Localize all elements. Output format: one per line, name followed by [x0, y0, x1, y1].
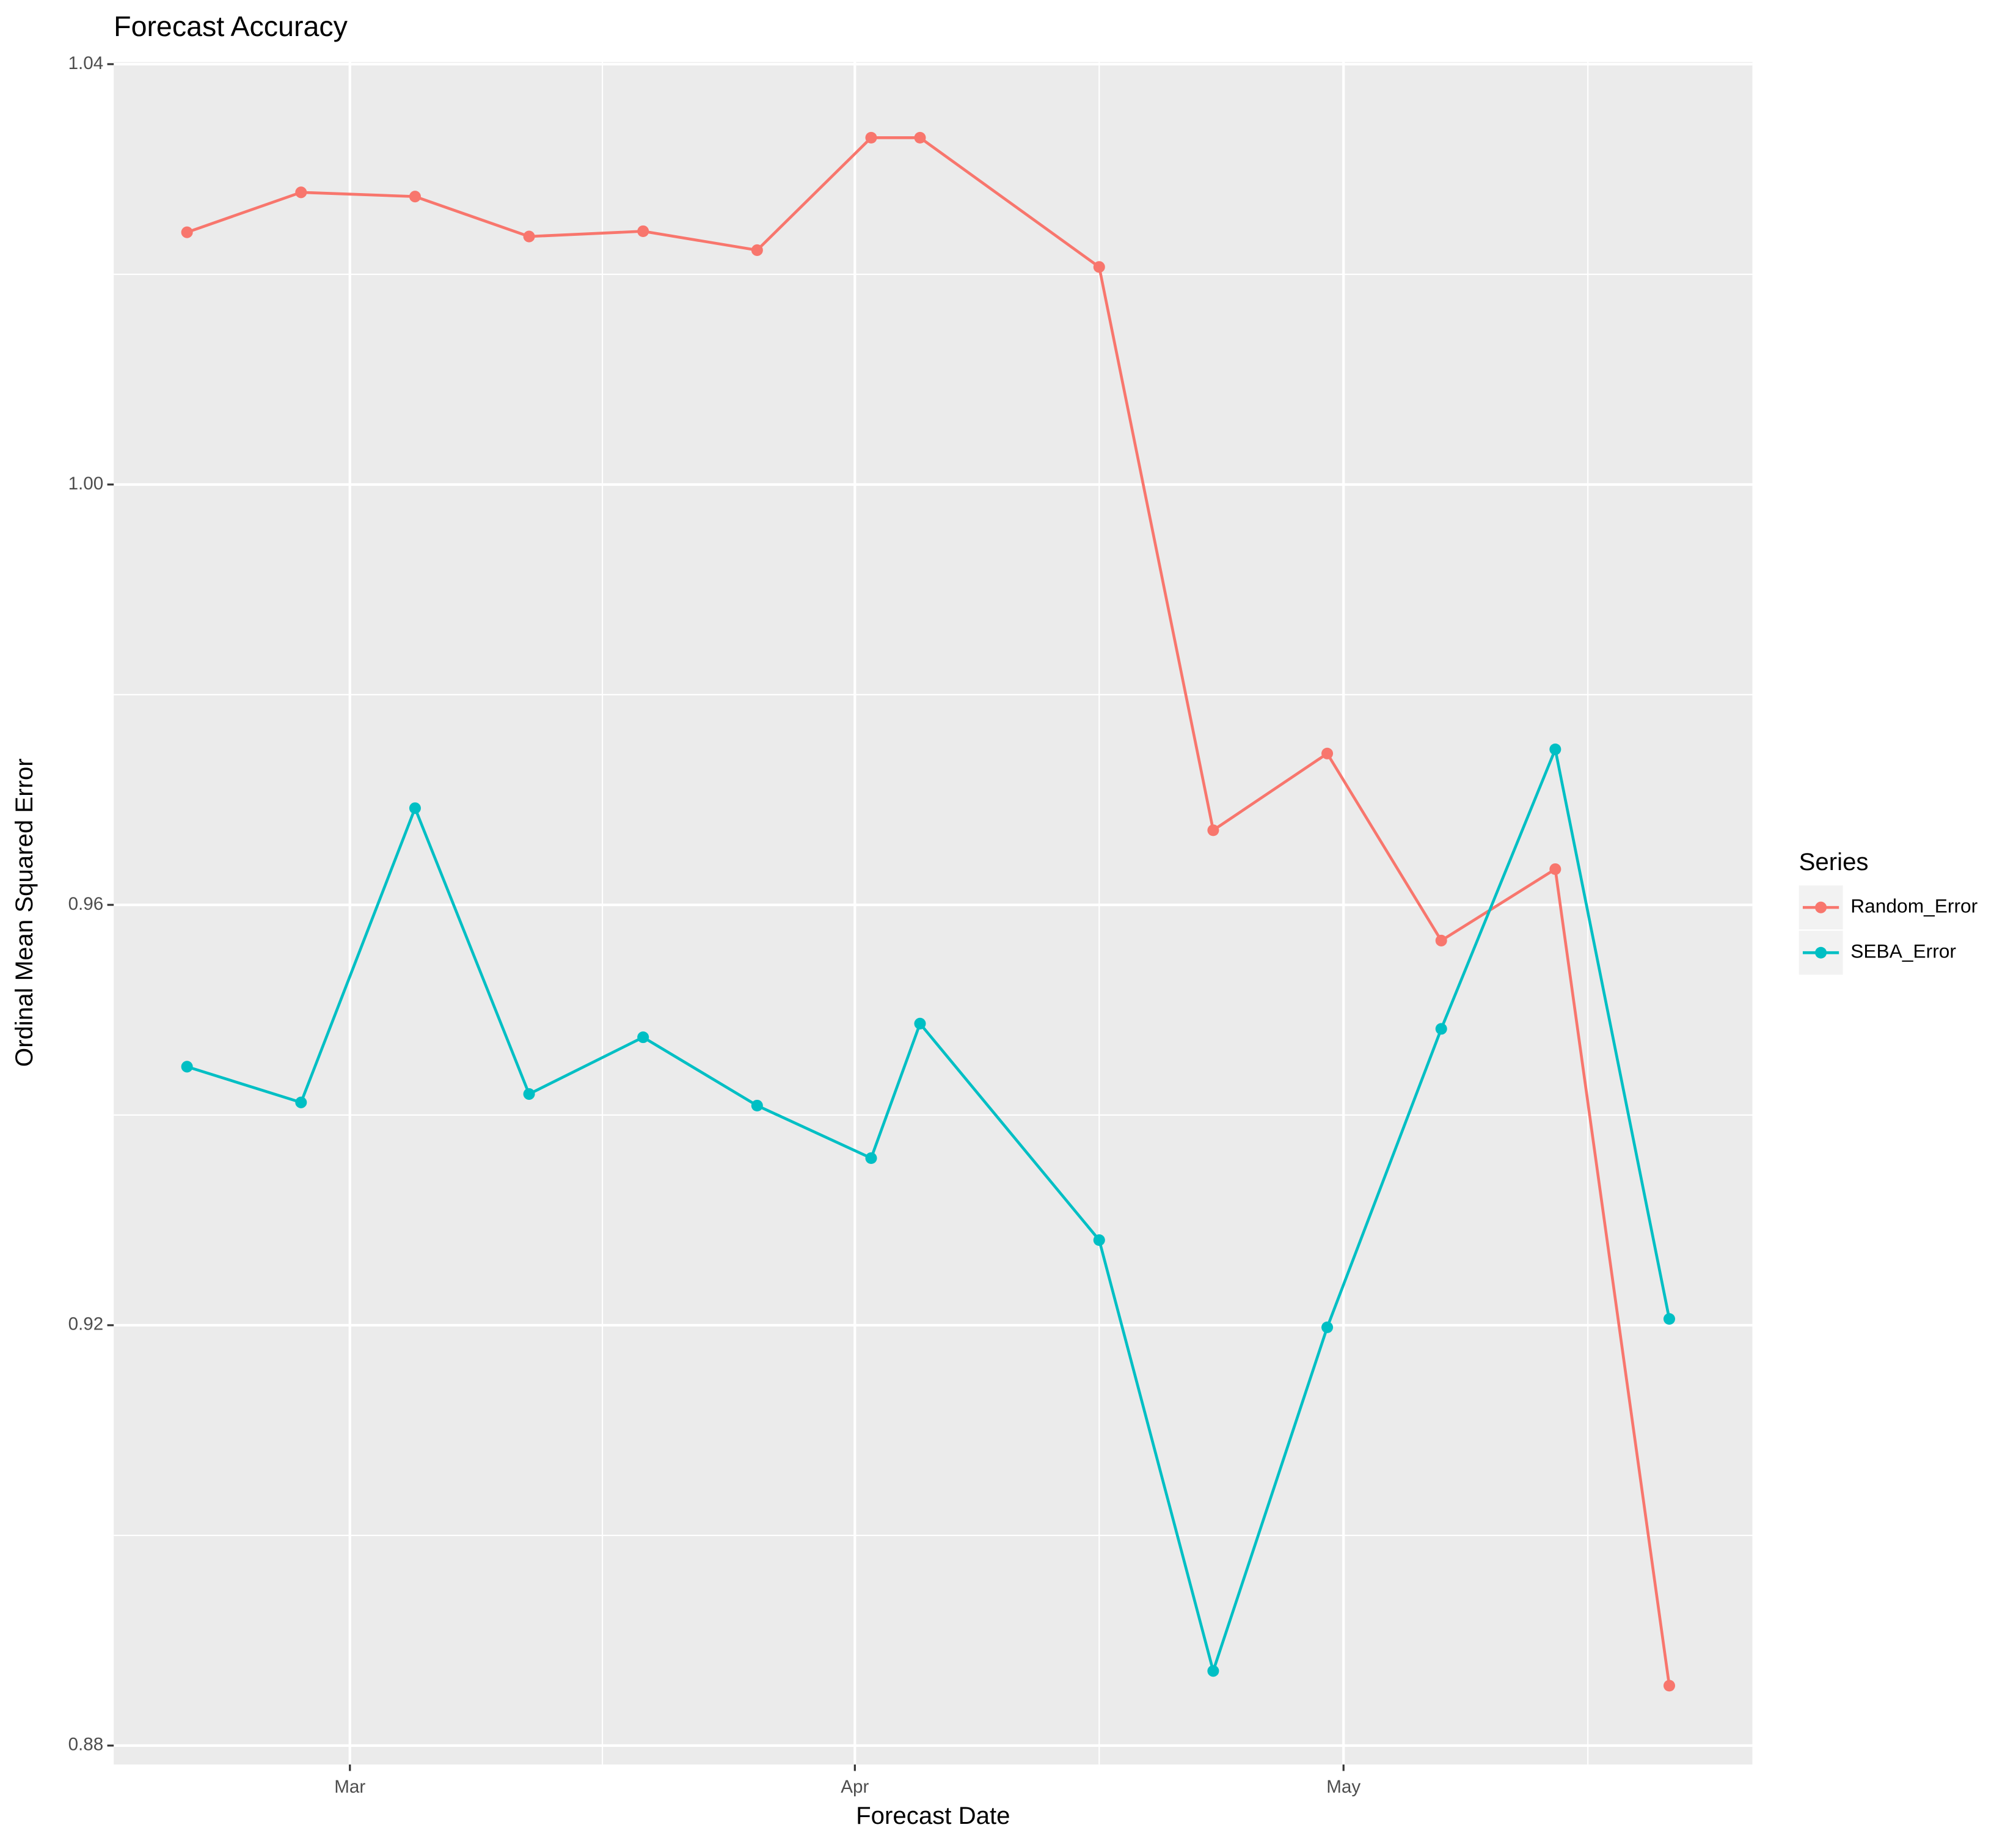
data-point: [1549, 863, 1561, 875]
legend-point: [1815, 946, 1827, 959]
data-point: [409, 191, 421, 203]
data-point: [295, 1096, 307, 1108]
y-tick-label: 0.88: [68, 1735, 104, 1755]
x-axis-label: Forecast Date: [856, 1802, 1010, 1829]
grid: [114, 62, 1753, 1765]
data-point: [1093, 261, 1105, 273]
data-point: [523, 1088, 535, 1100]
x-tick-label: Mar: [334, 1777, 365, 1797]
chart-title: Forecast Accuracy: [114, 10, 348, 42]
data-point: [1549, 743, 1561, 755]
y-axis-label: Ordinal Mean Squared Error: [10, 758, 38, 1067]
legend-label: Random_Error: [1850, 895, 1978, 917]
data-point: [523, 230, 535, 243]
y-tick-label: 0.92: [68, 1314, 104, 1334]
y-tick-label: 1.00: [68, 474, 104, 494]
plot: [181, 131, 1675, 1692]
data-point: [637, 225, 649, 237]
data-point: [1435, 934, 1447, 946]
data-point: [865, 1152, 877, 1164]
data-point: [1321, 1321, 1334, 1333]
data-point: [1663, 1680, 1675, 1692]
legend-title: Series: [1799, 848, 1869, 876]
x-tick-label: Apr: [841, 1777, 869, 1797]
data-point: [295, 186, 307, 199]
legend-point: [1815, 901, 1827, 913]
x-tick-label: May: [1326, 1777, 1360, 1797]
data-point: [914, 131, 926, 144]
data-point: [1321, 747, 1334, 759]
y-tick-label: 1.04: [68, 53, 104, 73]
panel: [114, 62, 1753, 1765]
data-point: [1207, 824, 1219, 836]
data-point: [1663, 1313, 1675, 1325]
data-point: [1093, 1234, 1105, 1246]
data-point: [181, 1061, 193, 1073]
legend-label: SEBA_Error: [1850, 940, 1956, 962]
series-line: [186, 136, 1671, 1686]
data-point: [914, 1017, 926, 1030]
data-point: [637, 1031, 649, 1044]
data-point: [1435, 1023, 1447, 1035]
data-point: [409, 802, 421, 814]
series-line: [186, 744, 1671, 1676]
data-point: [865, 131, 877, 144]
data-point: [751, 1099, 763, 1111]
data-point: [181, 226, 193, 238]
data-point: [751, 244, 763, 256]
data-point: [1207, 1665, 1219, 1677]
y-tick-label: 0.96: [68, 894, 104, 914]
